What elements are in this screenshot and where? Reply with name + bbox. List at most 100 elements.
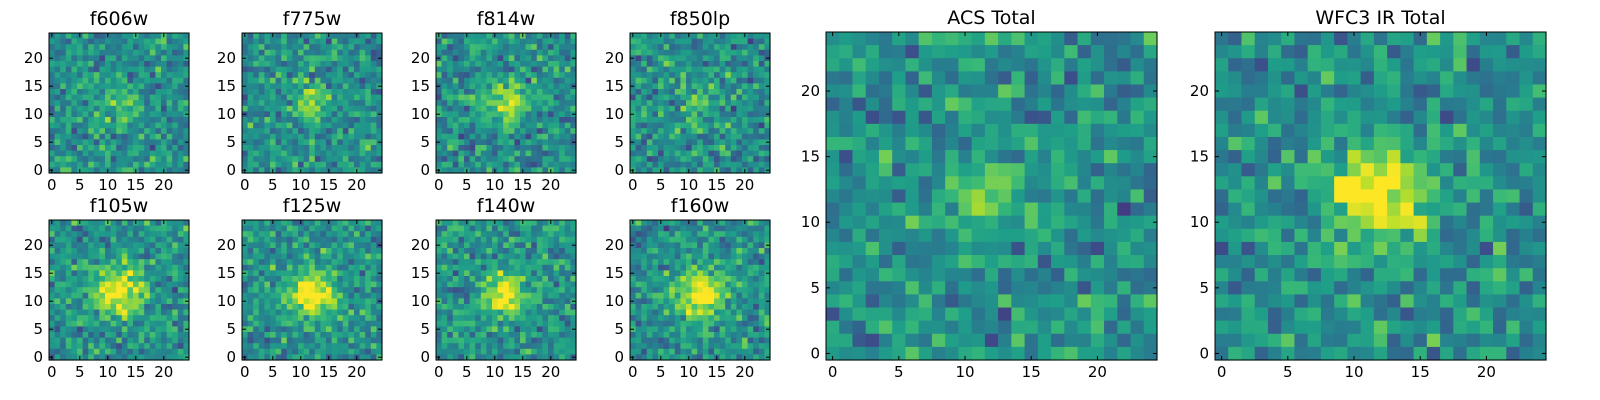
- heatmap-cell: [548, 150, 555, 157]
- heatmap-cell: [166, 167, 173, 174]
- heatmap-cell: [342, 38, 349, 45]
- heatmap-cell: [354, 161, 361, 168]
- heatmap-cell: [303, 145, 310, 152]
- heatmap-cell: [702, 298, 709, 305]
- heatmap-cell: [536, 348, 543, 355]
- heatmap-cell: [177, 167, 184, 174]
- heatmap-cell: [508, 315, 515, 322]
- heatmap-cell: [486, 337, 493, 344]
- heatmap-cell: [71, 231, 78, 238]
- heatmap-cell: [105, 128, 112, 135]
- heatmap-cell: [458, 242, 465, 249]
- heatmap-cell: [674, 44, 681, 51]
- heatmap-cell: [172, 128, 179, 135]
- heatmap-cell: [365, 337, 372, 344]
- heatmap-cell: [719, 156, 726, 163]
- panel-title: f105w: [90, 195, 149, 217]
- heatmap-cell: [635, 304, 642, 311]
- heatmap-cell: [292, 270, 299, 277]
- heatmap-cell: [105, 337, 112, 344]
- heatmap-cell: [82, 89, 89, 96]
- heatmap-cell: [641, 105, 648, 112]
- heatmap-cell: [691, 167, 698, 174]
- heatmap-cell: [60, 89, 67, 96]
- heatmap-cell: [110, 33, 117, 40]
- heatmap-cell: [116, 117, 123, 124]
- heatmap-cell: [736, 83, 743, 90]
- heatmap-cell: [531, 236, 538, 243]
- heatmap-cell: [548, 320, 555, 327]
- heatmap-cell: [658, 66, 665, 73]
- heatmap-cell: [436, 44, 443, 51]
- heatmap-cell: [753, 89, 760, 96]
- heatmap-cell: [281, 66, 288, 73]
- heatmap-cell: [497, 242, 504, 249]
- heatmap-cell: [54, 337, 61, 344]
- heatmap-cell: [99, 38, 106, 45]
- heatmap-cell: [133, 320, 140, 327]
- heatmap-cell: [630, 281, 637, 288]
- heatmap-cell: [82, 117, 89, 124]
- heatmap-cell: [559, 220, 566, 227]
- heatmap-cell: [298, 66, 305, 73]
- heatmap-cell: [458, 100, 465, 107]
- heatmap-cell: [753, 94, 760, 101]
- heatmap-cell: [281, 248, 288, 255]
- heatmap-cell: [559, 354, 566, 361]
- heatmap-cell: [292, 320, 299, 327]
- heatmap-cell: [508, 94, 515, 101]
- heatmap-cell: [458, 354, 465, 361]
- heatmap-cell: [652, 55, 659, 62]
- heatmap-cell: [138, 270, 145, 277]
- heatmap-cell: [242, 225, 249, 232]
- heatmap-cell: [553, 332, 560, 339]
- heatmap-cell: [242, 100, 249, 107]
- heatmap-cell: [258, 111, 265, 118]
- heatmap-cell: [452, 117, 459, 124]
- heatmap-cell: [275, 61, 282, 68]
- heatmap-cell: [486, 167, 493, 174]
- heatmap-cell: [298, 72, 305, 79]
- heatmap-cell: [370, 332, 377, 339]
- heatmap-cell: [138, 348, 145, 355]
- heatmap-cell: [747, 83, 754, 90]
- heatmap-cell: [121, 66, 128, 73]
- heatmap-cell: [88, 315, 95, 322]
- heatmap-cell: [542, 354, 549, 361]
- heatmap-cell: [127, 38, 134, 45]
- heatmap-cell: [99, 298, 106, 305]
- heatmap-cell: [49, 236, 56, 243]
- heatmap-cell: [82, 38, 89, 45]
- heatmap-cell: [469, 33, 476, 40]
- heatmap-cell: [646, 281, 653, 288]
- heatmap-cell: [281, 61, 288, 68]
- heatmap-cell: [736, 167, 743, 174]
- heatmap-cell: [264, 225, 271, 232]
- heatmap-cell: [65, 55, 72, 62]
- heatmap-cell: [365, 139, 372, 146]
- heatmap-cell: [82, 33, 89, 40]
- heatmap-cell: [570, 287, 577, 294]
- y-tick-label: 5: [33, 320, 43, 338]
- heatmap-cell: [742, 117, 749, 124]
- heatmap-cell: [503, 231, 510, 238]
- heatmap-cell: [646, 259, 653, 266]
- heatmap-cell: [559, 83, 566, 90]
- heatmap-cell: [172, 156, 179, 163]
- heatmap-cell: [635, 100, 642, 107]
- heatmap-cell: [674, 264, 681, 271]
- heatmap-cell: [60, 292, 67, 299]
- heatmap-cell: [542, 309, 549, 316]
- heatmap-cell: [469, 55, 476, 62]
- heatmap-cell: [286, 220, 293, 227]
- heatmap-cell: [747, 150, 754, 157]
- heatmap-cell: [65, 281, 72, 288]
- heatmap-cell: [320, 236, 327, 243]
- heatmap-cell: [105, 281, 112, 288]
- heatmap-cell: [441, 348, 448, 355]
- heatmap-cell: [635, 133, 642, 140]
- heatmap-cell: [88, 122, 95, 129]
- heatmap-cell: [110, 220, 117, 227]
- heatmap-cell: [559, 242, 566, 249]
- heatmap-cell: [480, 33, 487, 40]
